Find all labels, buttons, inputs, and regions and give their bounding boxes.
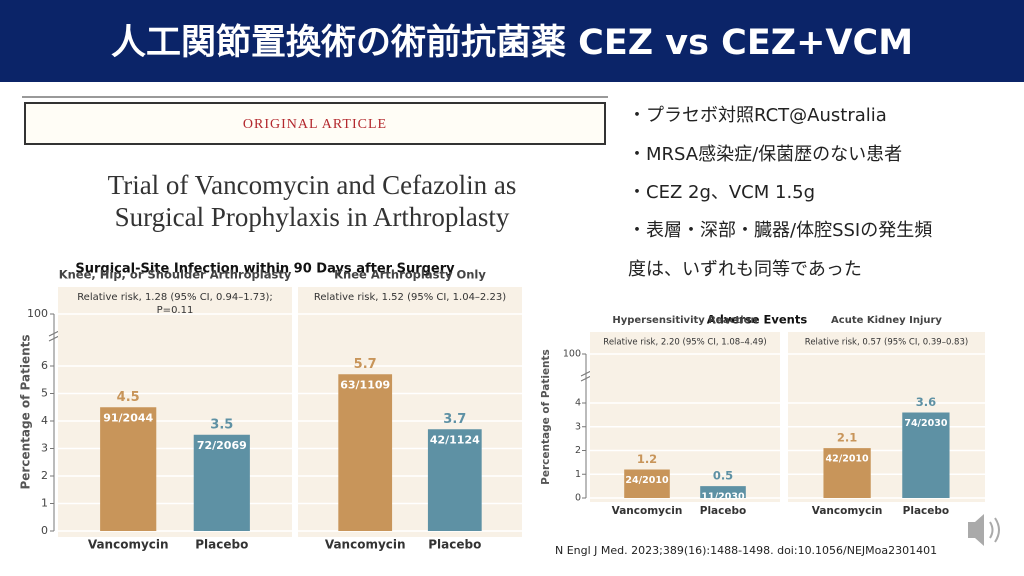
- y-tick-label: 3: [41, 442, 48, 455]
- axis-break: [580, 370, 592, 382]
- bar: [193, 434, 250, 531]
- y-axis-label: Percentage of Patients: [540, 349, 552, 485]
- x-tick-label: Placebo: [195, 538, 248, 552]
- bullet: ・プラセボ対照RCT@Australia: [628, 105, 887, 126]
- relative-risk: Relative risk, 2.20 (95% CI, 1.08–4.49): [603, 338, 766, 348]
- x-tick-label: Vancomycin: [612, 505, 683, 517]
- bullet: ・MRSA感染症/保菌歴のない患者: [628, 144, 902, 165]
- panel-subtitle: Acute Kidney Injury: [831, 315, 942, 326]
- article-title: Trial of Vancomycin and Cefazolin as: [108, 170, 517, 200]
- panel-background: [298, 287, 522, 537]
- count-label: 42/2010: [826, 454, 870, 465]
- count-label: 91/2044: [103, 411, 153, 424]
- panel-background: [58, 287, 292, 537]
- count-label: 72/2069: [197, 439, 247, 452]
- article-title: Surgical Prophylaxis in Arthroplasty: [115, 202, 510, 232]
- bar: [338, 374, 393, 531]
- y-tick-label: 0: [41, 524, 48, 537]
- panel-subtitle: Knee Arthroplasty Only: [334, 268, 486, 282]
- count-label: 74/2030: [904, 418, 948, 429]
- value-label: 0.5: [713, 469, 733, 483]
- y-tick-label: 2: [575, 445, 581, 456]
- y-tick-label: 6: [41, 359, 48, 372]
- axis-break: [48, 330, 60, 342]
- count-label: 11/2030: [701, 492, 745, 503]
- count-label: 63/1109: [340, 378, 390, 391]
- relative-risk: Relative risk, 1.52 (95% CI, 1.04–2.23): [314, 292, 506, 303]
- x-tick-label: Placebo: [903, 505, 949, 517]
- speaker-icon: [968, 514, 1000, 546]
- value-label: 2.1: [837, 431, 857, 445]
- relative-risk: P=0.11: [157, 305, 194, 316]
- value-label: 1.2: [637, 452, 657, 466]
- bar: [823, 448, 871, 498]
- y-axis-label: Percentage of Patients: [19, 334, 33, 489]
- y-tick-label: 1: [41, 497, 48, 510]
- citation: N Engl J Med. 2023;389(16):1488-1498. do…: [555, 544, 937, 557]
- panel-subtitle: Knee, Hip, or Shoulder Arthroplasty: [59, 268, 292, 282]
- slide-title: 人工関節置換術の術前抗菌薬 CEZ vs CEZ+VCM: [111, 22, 913, 63]
- x-tick-label: Vancomycin: [812, 505, 883, 517]
- bar: [902, 412, 950, 498]
- y-tick-label: 100: [27, 307, 48, 320]
- chart-title: Surgical-Site Infection within 90 Days a…: [75, 262, 455, 277]
- y-tick-label: 2: [41, 469, 48, 482]
- y-tick-label: 4: [575, 398, 581, 409]
- x-tick-label: Placebo: [700, 505, 746, 517]
- value-label: 3.7: [443, 412, 466, 427]
- bar: [700, 486, 746, 498]
- relative-risk: Relative risk, 0.57 (95% CI, 0.39–0.83): [805, 338, 968, 348]
- value-label: 3.5: [210, 417, 233, 432]
- count-label: 42/1124: [430, 433, 480, 446]
- x-tick-label: Vancomycin: [325, 538, 406, 552]
- y-tick-label: 5: [41, 387, 48, 400]
- y-tick-label: 0: [575, 493, 581, 504]
- panel-subtitle: Hypersensitivity Reaction: [612, 315, 757, 326]
- value-label: 3.6: [916, 395, 936, 409]
- relative-risk: Relative risk, 1.28 (95% CI, 0.94–1.73);: [77, 292, 273, 303]
- chart-title: Adverse Events: [707, 313, 808, 327]
- panel-background: [590, 332, 780, 502]
- value-label: 5.7: [354, 357, 377, 372]
- x-tick-label: Placebo: [428, 538, 481, 552]
- value-label: 4.5: [117, 390, 140, 405]
- bar: [100, 407, 157, 531]
- y-tick-label: 4: [41, 414, 48, 427]
- x-tick-label: Vancomycin: [88, 538, 169, 552]
- y-tick-label: 3: [575, 421, 581, 432]
- bar: [624, 469, 670, 498]
- count-label: 24/2010: [625, 475, 669, 486]
- bullet: 度は、いずれも同等であった: [628, 259, 862, 280]
- header-band: [0, 0, 1024, 82]
- y-tick-label: 1: [575, 469, 581, 480]
- panel-background: [788, 332, 985, 502]
- bar: [427, 429, 482, 531]
- bullet: ・CEZ 2g、VCM 1.5g: [628, 182, 815, 203]
- article-label: ORIGINAL ARTICLE: [243, 117, 387, 132]
- article-label-box: [24, 102, 606, 145]
- bullet: ・表層・深部・臓器/体腔SSIの発生頻: [628, 220, 932, 241]
- y-tick-label: 100: [563, 349, 581, 360]
